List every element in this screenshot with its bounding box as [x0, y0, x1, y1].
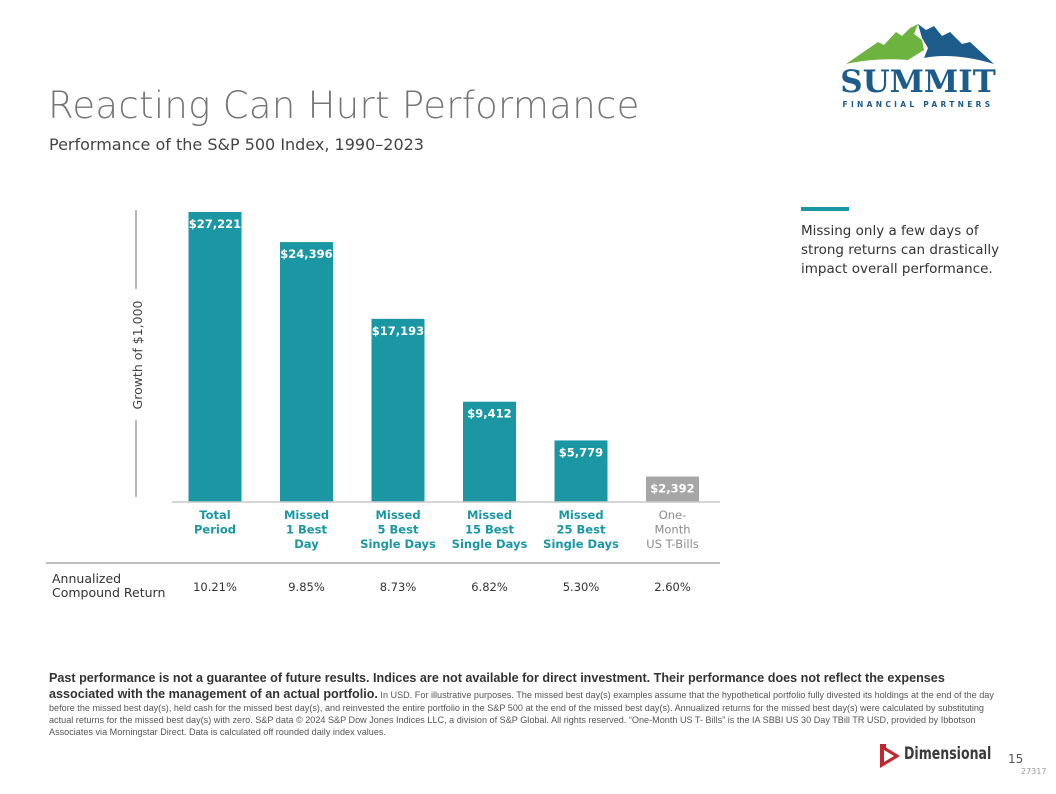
y-axis-label: Growth of $1,000	[130, 300, 145, 409]
side-note-accent	[801, 207, 849, 211]
category-tick-label: US T-Bills	[646, 537, 699, 551]
dimensional-wordmark: Dimensional	[904, 744, 992, 764]
category-tick-label: 1 Best	[286, 523, 327, 537]
bar	[371, 318, 425, 502]
category-tick-label: Single Days	[452, 537, 528, 551]
category-tick-label: Missed	[467, 508, 512, 522]
bar	[188, 212, 242, 502]
table-row-label: Annualized Compound Return	[52, 572, 165, 600]
table-row-label-line: Compound Return	[52, 585, 166, 600]
category-tick-label: 25 Best	[557, 523, 606, 537]
page-title: Reacting Can Hurt Performance	[48, 84, 640, 127]
bar-data-label: $5,779	[559, 445, 603, 459]
disclaimer: Past performance is not a guarantee of f…	[49, 670, 999, 739]
page-subtitle: Performance of the S&P 500 Index, 1990–2…	[49, 135, 424, 154]
bar-data-label: $17,193	[372, 324, 424, 338]
category-tick-label: Missed	[558, 508, 603, 522]
bar	[280, 242, 333, 502]
disclaimer-bold: Past performance is not a guarantee of f…	[49, 671, 945, 701]
category-tick-label: Missed	[375, 508, 420, 522]
category-tick-label: One-	[659, 508, 687, 522]
bar-data-label: $24,396	[280, 247, 332, 261]
side-note: Missing only a few days of strong return…	[801, 223, 1000, 277]
category-tick-label: Month	[654, 523, 690, 537]
table-cell-value: 8.73%	[380, 580, 417, 594]
table-cell-value: 9.85%	[288, 580, 325, 594]
table-cell-value: 10.21%	[193, 580, 237, 594]
bar	[463, 401, 516, 502]
table-cell-value: 2.60%	[654, 580, 691, 594]
category-tick-label: 15 Best	[465, 523, 514, 537]
disclaimer-body: In USD. For illustrative purposes. The m…	[49, 690, 994, 738]
category-tick-label: Missed	[284, 508, 329, 522]
table-cell-value: 6.82%	[471, 580, 508, 594]
bar	[554, 440, 608, 502]
dimensional-logo-icon	[880, 744, 900, 768]
bar-data-label: $9,412	[467, 407, 511, 421]
table-row-label-text: Annualized Compound Return	[52, 572, 165, 600]
bar	[646, 476, 699, 502]
table-row-label-line: Annualized	[52, 571, 122, 586]
summit-logo: SUMMIT FINANCIAL PARTNERS	[838, 20, 998, 112]
category-tick-label: Single Days	[360, 537, 436, 551]
table-cell-value: 5.30%	[563, 580, 600, 594]
summit-wordmark: SUMMIT	[840, 64, 996, 100]
bar-data-label: $2,392	[650, 482, 694, 496]
mountain-icon	[846, 24, 994, 64]
document-id: 27317	[1021, 767, 1047, 776]
summit-tagline: FINANCIAL PARTNERS	[842, 100, 994, 109]
category-tick-label: Day	[294, 537, 319, 551]
category-tick-label: Total	[199, 508, 230, 522]
page-number: 15	[1008, 752, 1024, 766]
category-tick-label: Period	[194, 523, 236, 537]
bar-data-label: $27,221	[189, 217, 241, 231]
category-tick-label: 5 Best	[378, 523, 419, 537]
bar-chart: Growth of $1,000 $27,221 $24,396 $17,193 $9…	[46, 210, 720, 594]
category-tick-label: Single Days	[543, 537, 619, 551]
